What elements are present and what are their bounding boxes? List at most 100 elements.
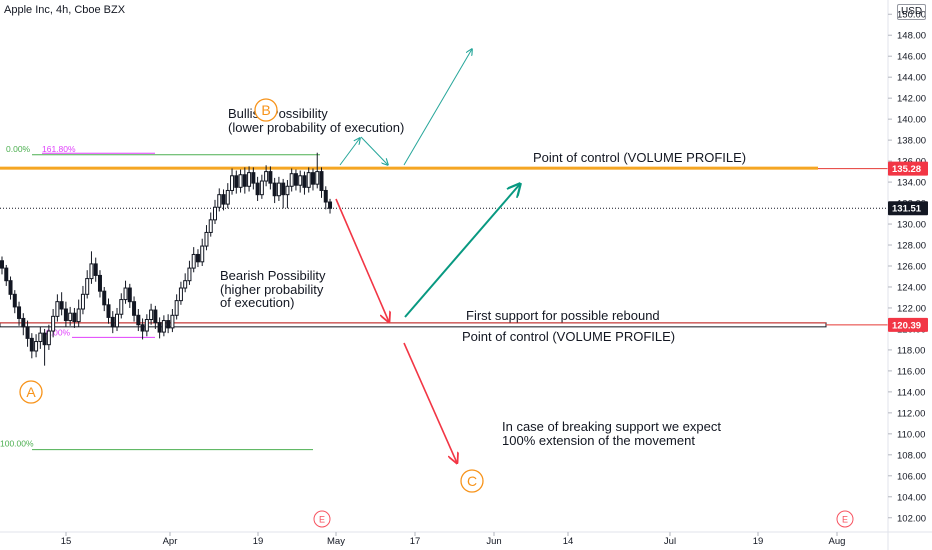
candle-body bbox=[42, 332, 47, 346]
candle-body bbox=[259, 180, 264, 196]
price-tick-label: 128.00 bbox=[897, 241, 926, 252]
price-tick-label: 148.00 bbox=[897, 31, 926, 42]
candle-body bbox=[289, 173, 294, 187]
candle-body bbox=[306, 172, 311, 188]
price-tick-label: 150.00 bbox=[897, 10, 926, 21]
candle-body bbox=[264, 171, 269, 182]
candle-body bbox=[255, 182, 260, 196]
candle-body bbox=[276, 182, 281, 197]
time-tick-label: 19 bbox=[253, 536, 264, 547]
time-axis[interactable]: 15 Apr 19 May 17 Jun 14 Jul 19 Aug bbox=[0, 531, 932, 547]
candle-body bbox=[323, 189, 328, 203]
candle-body bbox=[230, 175, 235, 191]
candle-body bbox=[72, 312, 77, 323]
time-tick-label: Aug bbox=[829, 536, 846, 547]
price-label-badge bbox=[888, 201, 928, 216]
time-tick-label: 15 bbox=[61, 536, 72, 547]
candle-body bbox=[76, 308, 81, 323]
price-label-badge bbox=[888, 317, 928, 332]
fib-label: 100.00% bbox=[0, 439, 34, 449]
price-tick-label: 124.00 bbox=[897, 282, 926, 293]
candle-body bbox=[191, 253, 196, 269]
candle-body bbox=[293, 173, 298, 186]
candle-body bbox=[251, 172, 256, 184]
currency-badge[interactable]: USD bbox=[897, 4, 927, 20]
point-a-label: A bbox=[26, 384, 36, 400]
price-axis[interactable]: 102.00 104.00 106.00 108.00 110.00 112.00 114.… bbox=[887, 0, 928, 550]
price-tick-label: 134.00 bbox=[897, 178, 926, 189]
candle-body bbox=[132, 301, 137, 316]
candle-body bbox=[281, 182, 286, 196]
time-tick-label: Apr bbox=[163, 536, 178, 547]
price-tick-label: 104.00 bbox=[897, 492, 926, 503]
poc-top-band bbox=[0, 166, 818, 170]
time-tick-label: 14 bbox=[563, 536, 574, 547]
price-label-text: 120.39 bbox=[892, 320, 921, 331]
earnings-marker bbox=[836, 510, 854, 528]
candle-body bbox=[68, 312, 73, 322]
earnings-marker-label: E bbox=[842, 515, 848, 525]
bullish-title: Bullish Possibility bbox=[228, 106, 328, 121]
fib-label: 161.80% bbox=[42, 144, 76, 154]
candle-body bbox=[161, 320, 166, 333]
price-label-text: 131.51 bbox=[892, 204, 922, 215]
candle-body bbox=[17, 306, 22, 319]
candle-body bbox=[110, 316, 115, 328]
rebound-arrow bbox=[404, 184, 520, 318]
breaking-line2: 100% extension of the movement bbox=[502, 433, 695, 448]
candle-body bbox=[93, 263, 98, 276]
price-tick-label: 138.00 bbox=[897, 136, 926, 147]
candle-body bbox=[208, 219, 213, 233]
price-tick-label: 140.00 bbox=[897, 115, 926, 126]
candle-body bbox=[178, 287, 183, 302]
price-tick-label: 146.00 bbox=[897, 52, 926, 63]
candle-body bbox=[136, 314, 141, 326]
candle-body bbox=[0, 260, 4, 269]
candle-body bbox=[247, 172, 252, 187]
candle-body bbox=[272, 182, 277, 197]
candle-body bbox=[310, 172, 315, 185]
bearish-line3: of execution) bbox=[220, 295, 294, 310]
price-label-text: 135.28 bbox=[892, 164, 921, 175]
candle-body bbox=[315, 171, 320, 185]
candle-body bbox=[4, 267, 9, 282]
fib-label: 0.00% bbox=[6, 144, 31, 154]
candle-body bbox=[157, 322, 162, 333]
candle-body bbox=[119, 299, 124, 315]
price-tick-label: 142.00 bbox=[897, 94, 926, 105]
price-tick-label: 116.00 bbox=[897, 366, 925, 377]
bear-arrow-breakdown bbox=[403, 342, 457, 463]
candle-body bbox=[170, 314, 175, 329]
price-tick-label: 126.00 bbox=[897, 262, 926, 273]
bull-path-up bbox=[339, 138, 360, 166]
candle-body bbox=[238, 174, 243, 188]
price-label-badge bbox=[888, 161, 928, 176]
candle-body bbox=[102, 290, 107, 306]
point-b-circle bbox=[254, 98, 278, 122]
candle-body bbox=[234, 175, 239, 188]
candle-body bbox=[12, 293, 17, 308]
candle-body bbox=[46, 330, 51, 346]
symbol-title[interactable]: Apple Inc, 4h, Cboe BZX bbox=[4, 4, 126, 16]
annotations: Bullish Possibility(lower probability of… bbox=[19, 98, 854, 528]
price-tick-label: 118.00 bbox=[897, 345, 925, 356]
candle-body bbox=[144, 318, 149, 332]
candle-body bbox=[123, 287, 128, 301]
time-tick-label: 19 bbox=[753, 536, 764, 547]
candle-body bbox=[80, 293, 85, 310]
candle-body bbox=[242, 174, 247, 187]
candle-body bbox=[187, 267, 192, 282]
time-tick-label: Jun bbox=[486, 536, 501, 547]
time-tick-label: Jul bbox=[664, 536, 676, 547]
bull-path-breakout bbox=[403, 49, 472, 166]
candle-body bbox=[200, 245, 205, 263]
price-tick-label: 130.00 bbox=[897, 220, 926, 231]
candle-body bbox=[8, 280, 13, 295]
candle-body bbox=[21, 317, 26, 328]
earnings-marker-label: E bbox=[319, 515, 325, 525]
candle-body bbox=[85, 278, 90, 295]
price-tick-label: 144.00 bbox=[897, 73, 926, 84]
candle-body bbox=[217, 194, 222, 208]
